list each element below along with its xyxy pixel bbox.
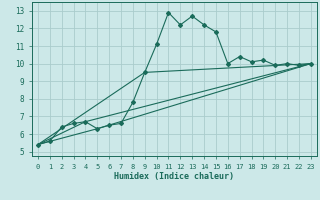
X-axis label: Humidex (Indice chaleur): Humidex (Indice chaleur) xyxy=(115,172,234,181)
